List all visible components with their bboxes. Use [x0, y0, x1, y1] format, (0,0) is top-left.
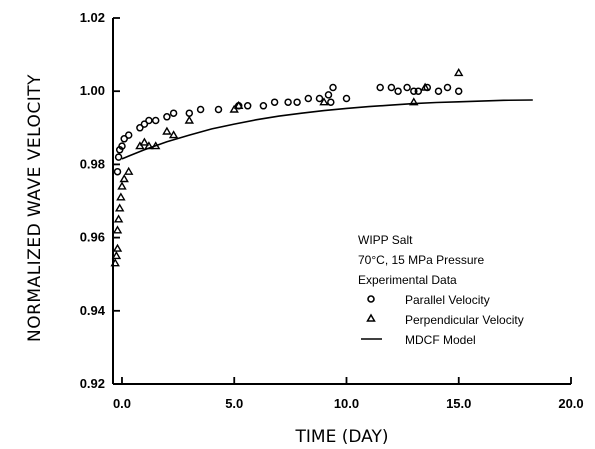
annotation-line-1: WIPP Salt [358, 233, 413, 247]
perpendicular-point [184, 115, 195, 124]
x-tick-label: 0.0 [113, 396, 131, 411]
parallel-point [324, 91, 333, 99]
parallel-point [124, 131, 133, 139]
parallel-point [270, 98, 279, 106]
perpendicular-point [453, 68, 464, 77]
y-tick-label: 0.92 [80, 376, 105, 391]
perpendicular-point [162, 126, 172, 135]
parallel-point [403, 83, 411, 92]
parallel-point [196, 105, 205, 114]
x-axis-label: TIME (DAY) [295, 427, 389, 447]
perpendicular-point [110, 258, 120, 267]
parallel-point [454, 87, 463, 95]
parallel-point [327, 98, 335, 106]
legend-circle-icon [367, 295, 375, 303]
y-tick-label: 0.96 [80, 230, 105, 245]
parallel-point [342, 94, 351, 103]
parallel-point [151, 116, 160, 125]
parallel-point [443, 83, 452, 92]
perpendicular-point [319, 97, 329, 106]
x-tick-label: 15.0 [446, 396, 471, 411]
annotation-line-2: 70°C, 15 MPa Pressure [358, 253, 485, 267]
parallel-point [259, 102, 268, 110]
perpendicular-point [114, 203, 125, 212]
parallel-point [169, 109, 178, 117]
perpendicular-point [111, 251, 122, 260]
parallel-point [414, 87, 423, 95]
perpendicular-point [168, 130, 179, 139]
parallel-point [113, 167, 122, 176]
parallel-point [387, 83, 396, 92]
x-tick-label: 10.0 [334, 396, 359, 411]
axes [112, 18, 571, 385]
perpendicular-point [116, 192, 126, 201]
annotation-line-3: Experimental Data [358, 273, 457, 287]
perpendicular-point [119, 174, 129, 183]
perpendicular-point [117, 181, 127, 190]
parallel-point [118, 142, 126, 150]
y-tick-label: 0.98 [80, 156, 105, 171]
perpendicular-point [123, 166, 134, 175]
perpendicular-point [409, 97, 419, 106]
perpendicular-point [112, 243, 123, 252]
parallel-point [284, 98, 292, 106]
legend-perpendicular-label: Perpendicular Velocity [405, 313, 524, 327]
parallel-point [163, 113, 171, 121]
legend: WIPP Salt 70°C, 15 MPa Pressure Experime… [358, 233, 524, 347]
perpendicular-point [112, 225, 123, 234]
data-marks [110, 68, 533, 267]
parallel-point [145, 116, 153, 125]
y-tick-label: 0.94 [80, 303, 106, 318]
y-tick-label: 1.00 [80, 83, 105, 98]
parallel-point [329, 83, 337, 92]
legend-model-label: MDCF Model [405, 333, 476, 347]
perpendicular-point [135, 141, 145, 150]
x-tick-label: 20.0 [558, 396, 583, 411]
ticks: 0.92 0.94 0.96 0.98 1.00 1.02 0.0 5.0 10.0 15.0 20… [80, 10, 584, 411]
parallel-point [140, 120, 149, 128]
parallel-point [185, 109, 194, 117]
y-tick-label: 1.02 [80, 10, 105, 25]
parallel-point [293, 98, 301, 106]
parallel-point [120, 135, 128, 143]
parallel-point [315, 94, 324, 103]
parallel-point [114, 153, 123, 161]
parallel-point [243, 102, 252, 110]
model-line [121, 99, 533, 160]
perpendicular-point [233, 100, 244, 109]
perpendicular-point [420, 82, 430, 91]
x-tick-label: 5.0 [225, 396, 243, 411]
parallel-point [376, 83, 384, 92]
legend-triangle-icon [366, 313, 376, 322]
y-axis-label: NORMALIZED WAVE VELOCITY [25, 74, 45, 342]
parallel-point [214, 105, 223, 114]
parallel-point [394, 87, 402, 95]
parallel-point [136, 124, 144, 132]
parallel-point [410, 87, 418, 95]
perpendicular-point [113, 214, 124, 223]
parallel-point [304, 94, 313, 103]
legend-parallel-label: Parallel Velocity [405, 293, 490, 307]
parallel-point [434, 87, 443, 95]
perpendicular-point [139, 137, 150, 146]
